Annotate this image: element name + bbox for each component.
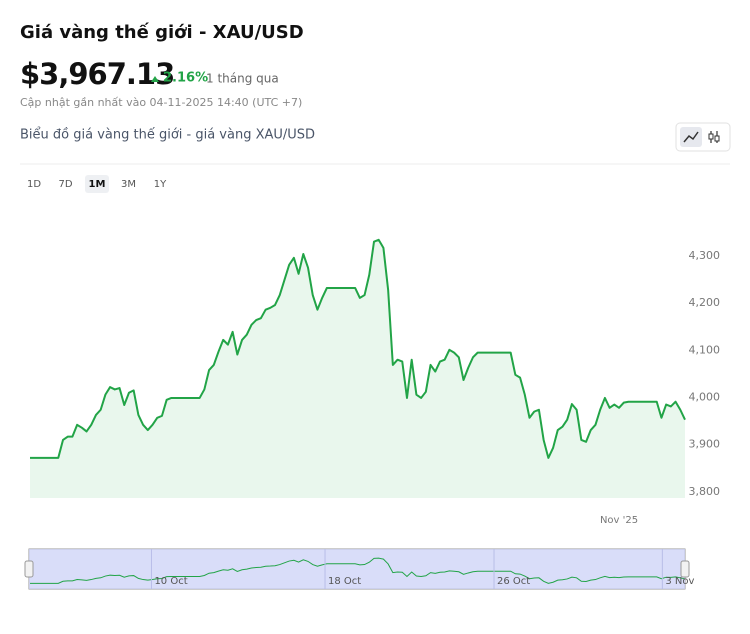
- line-icon: [683, 131, 699, 143]
- y-tick-label: 4,200: [689, 296, 721, 309]
- y-tick-label: 4,300: [689, 249, 721, 262]
- navigator-label: 18 Oct: [328, 576, 361, 587]
- price: $3,967.13: [20, 57, 174, 91]
- navigator-label: 10 Oct: [154, 576, 187, 587]
- period: 1 tháng qua: [206, 72, 279, 86]
- y-tick-label: 3,800: [689, 485, 721, 498]
- change: 2.16%: [163, 71, 208, 86]
- price-line: [30, 238, 686, 459]
- navigator-selection[interactable]: [29, 549, 685, 589]
- candle-icon: [708, 133, 714, 140]
- y-tick-label: 3,900: [689, 438, 721, 451]
- range-button[interactable]: 3M: [121, 179, 136, 190]
- area: [30, 239, 685, 499]
- candle-icon: [714, 135, 720, 142]
- navigator-line: [30, 557, 686, 584]
- chart-subtitle: Biểu đồ giá vàng thế giới - giá vàng XAU…: [20, 128, 315, 143]
- navigator-label: 3 Nov: [665, 576, 694, 587]
- navigator-handle[interactable]: [680, 560, 690, 578]
- navigator-handle[interactable]: [24, 560, 34, 578]
- range-button[interactable]: 1D: [27, 179, 41, 190]
- range-button-active[interactable]: [85, 175, 109, 193]
- up-arrow: [151, 76, 159, 82]
- y-tick-label: 4,000: [689, 390, 721, 403]
- navigator-label: 26 Oct: [497, 576, 530, 587]
- updated: Cập nhật gần nhất vào 04-11-2025 14:40 (…: [20, 96, 302, 109]
- range-button[interactable]: 7D: [58, 179, 72, 190]
- range-button[interactable]: 1M: [89, 179, 106, 190]
- range-button[interactable]: 1Y: [154, 179, 167, 190]
- x-tick-label: Nov '25: [600, 515, 638, 526]
- y-tick-label: 4,100: [689, 343, 721, 356]
- title: Giá vàng thế giới - XAU/USD: [20, 22, 304, 43]
